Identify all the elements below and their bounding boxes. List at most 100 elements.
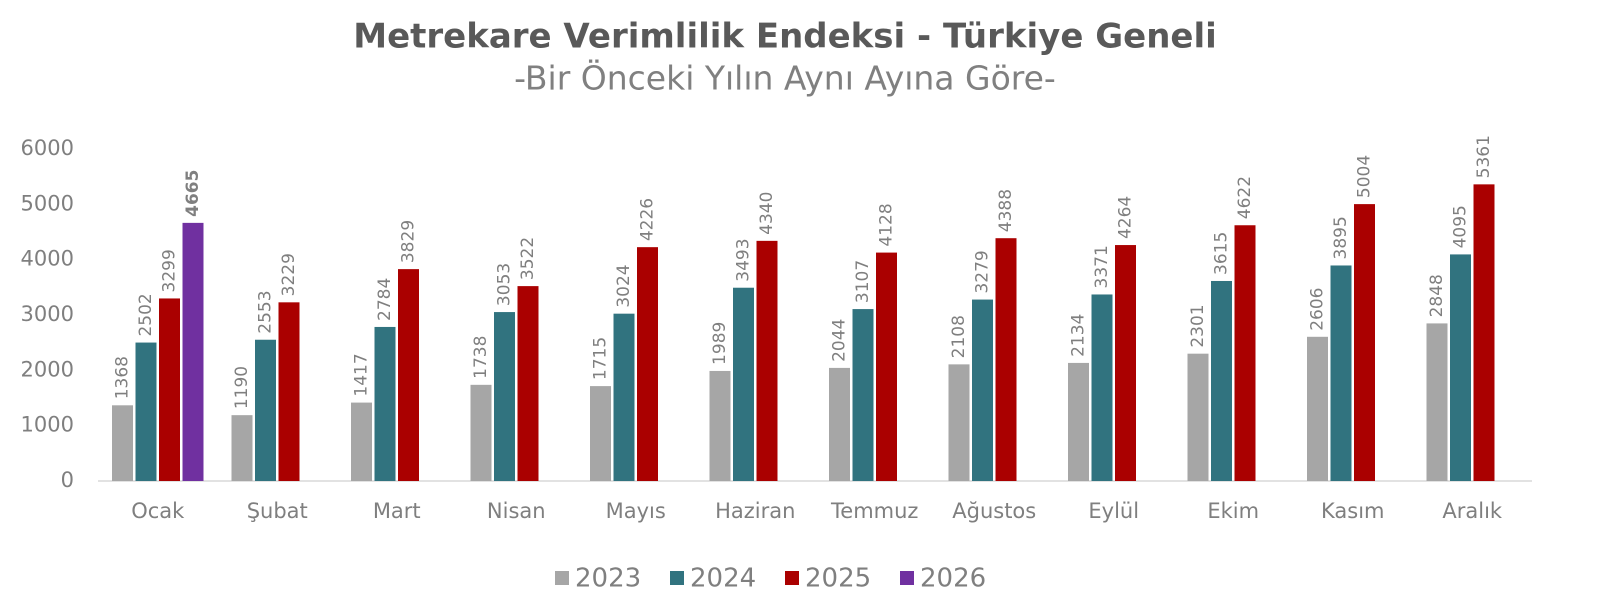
value-label: 3615 [1212, 232, 1232, 275]
bar [709, 370, 731, 481]
y-tick-label: 5000 [21, 191, 74, 215]
bar [876, 252, 897, 481]
value-label: 2502 [136, 293, 156, 336]
value-label: 4095 [1451, 205, 1471, 248]
bar [374, 326, 396, 481]
bar [1354, 204, 1375, 481]
value-label: 4226 [638, 198, 658, 241]
x-tick-label: Aralık [1442, 499, 1503, 523]
bar [756, 240, 778, 481]
value-label: 2108 [949, 315, 969, 358]
bar [1330, 265, 1352, 481]
bar [1307, 336, 1328, 481]
value-label: 2784 [375, 278, 395, 321]
value-label: 3107 [853, 260, 873, 303]
value-label: 1989 [710, 322, 730, 365]
bar [159, 298, 180, 481]
value-label: 3279 [973, 250, 993, 293]
bar [182, 222, 204, 481]
value-label: 3053 [495, 263, 515, 306]
value-label: 2301 [1188, 304, 1208, 347]
value-label: 1738 [471, 336, 491, 379]
value-label: 2606 [1308, 288, 1328, 331]
x-tick-label: Ocak [131, 499, 185, 523]
bar [135, 342, 157, 481]
legend-swatch [670, 571, 684, 585]
bar [972, 299, 993, 481]
x-tick-label: Ekim [1207, 499, 1259, 523]
bar [590, 386, 611, 481]
bar [1068, 362, 1089, 481]
bar [1234, 225, 1256, 481]
value-label: 4388 [996, 189, 1016, 232]
value-label: 3493 [734, 238, 754, 281]
legend-swatch [900, 571, 914, 585]
value-label: 1417 [351, 353, 371, 396]
value-label: 3895 [1331, 216, 1351, 259]
bar [470, 384, 492, 481]
value-label: 4665 [183, 170, 203, 217]
bar [112, 405, 133, 481]
y-tick-label: 0 [61, 468, 74, 492]
y-tick-label: 6000 [21, 136, 74, 160]
value-label: 3829 [399, 220, 419, 263]
bar [1473, 184, 1495, 481]
bar [231, 415, 253, 481]
x-tick-label: Temmuz [830, 499, 918, 523]
bar [1187, 353, 1209, 481]
bar [255, 339, 276, 481]
bar [1115, 245, 1136, 481]
legend-label: 2026 [920, 564, 986, 594]
x-tick-label: Ağustos [952, 499, 1036, 523]
bar [517, 286, 539, 481]
y-tick-label: 3000 [21, 302, 74, 326]
bar [351, 402, 372, 481]
bar [278, 302, 300, 481]
value-label: 2553 [256, 290, 276, 333]
x-tick-label: Mayıs [606, 499, 666, 523]
value-label: 4622 [1235, 176, 1255, 219]
bar [829, 367, 850, 481]
value-label: 5004 [1355, 155, 1375, 198]
value-label: 3229 [279, 253, 299, 296]
bar [1211, 280, 1232, 481]
y-tick-label: 4000 [21, 247, 74, 271]
value-label: 3024 [614, 264, 634, 307]
bar [637, 247, 658, 481]
legend-label: 2025 [805, 564, 871, 594]
bar [398, 269, 419, 481]
y-tick-label: 2000 [21, 357, 74, 381]
bar [852, 309, 874, 481]
bar [613, 313, 635, 481]
value-label: 1368 [113, 356, 133, 399]
value-label: 2848 [1427, 274, 1447, 317]
bar [995, 238, 1017, 481]
value-label: 1715 [591, 337, 611, 380]
legend-label: 2024 [690, 564, 756, 594]
chart-title: Metrekare Verimlilik Endeksi - Türkiye G… [353, 17, 1217, 57]
x-tick-label: Kasım [1321, 499, 1385, 523]
value-label: 4340 [757, 192, 777, 235]
value-label: 3371 [1092, 245, 1112, 288]
bar [494, 312, 515, 481]
value-label: 5361 [1474, 135, 1494, 178]
bar [1450, 254, 1471, 481]
value-label: 3522 [518, 237, 538, 280]
legend-swatch [555, 571, 569, 585]
y-tick-label: 1000 [21, 413, 74, 437]
legend-label: 2023 [575, 564, 641, 594]
x-tick-label: Nisan [487, 499, 546, 523]
x-tick-label: Şubat [247, 499, 308, 523]
value-label: 4128 [877, 203, 897, 246]
chart-subtitle: -Bir Önceki Yılın Aynı Ayına Göre- [514, 58, 1056, 98]
x-tick-label: Mart [373, 499, 421, 523]
bar [1426, 323, 1448, 481]
value-label: 2134 [1069, 314, 1089, 357]
legend-swatch [785, 571, 799, 585]
bar [948, 364, 970, 481]
x-tick-label: Eylül [1088, 499, 1139, 523]
bar [1091, 294, 1113, 481]
value-label: 2044 [830, 319, 850, 362]
value-label: 4264 [1116, 196, 1136, 239]
